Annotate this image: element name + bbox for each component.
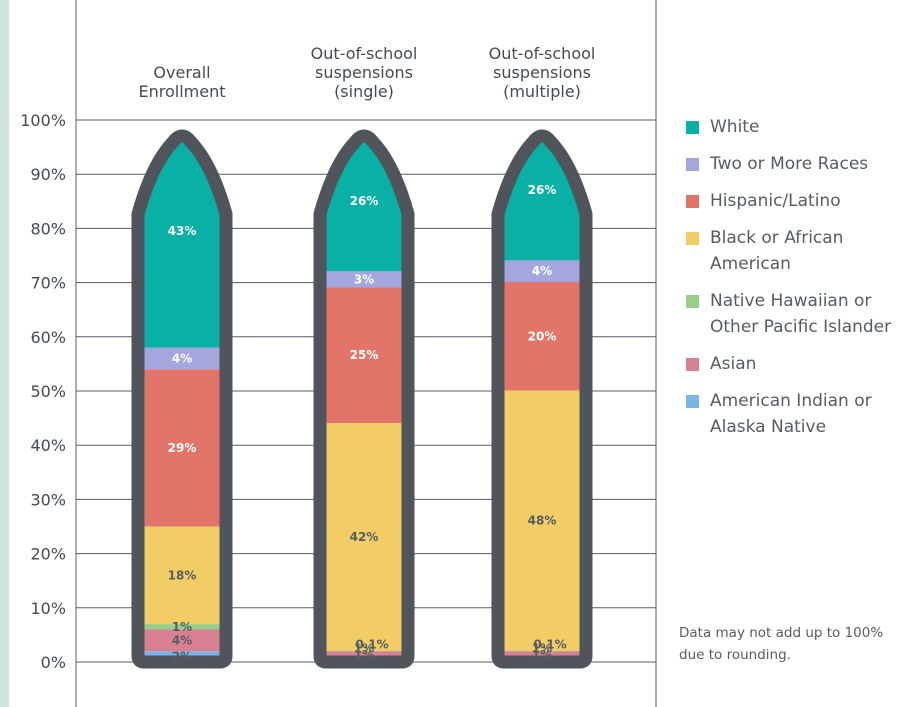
bar-segment-black-or-african-american [498, 390, 586, 651]
bar-segment-asian [138, 629, 226, 652]
legend: White Two or More Races Hispanic/Latino … [686, 114, 901, 451]
category-label: Enrollment [139, 82, 226, 101]
bar-segment-two-or-more-races [320, 271, 408, 288]
data-label-american-indian-or-alaska-native: 2% [172, 650, 192, 664]
legend-label-white: White [710, 117, 760, 137]
y-tick-label: 80% [30, 219, 66, 238]
rounding-note: Data may not add up to 100% due to round… [679, 625, 884, 663]
y-tick-label: 50% [30, 382, 66, 401]
data-label-two-or-more-races: 4% [172, 351, 192, 365]
y-tick-label: 60% [30, 328, 66, 347]
data-label-american-indian-or-alaska-native: 1% [532, 648, 552, 662]
data-label-black-or-african-american: 48% [528, 514, 557, 528]
bar-segments [320, 136, 408, 662]
data-label-hispanic-latino: 20% [528, 329, 557, 343]
legend-swatch-american-indian [686, 395, 699, 408]
bar-segment-two-or-more-races [498, 260, 586, 283]
legend-label-black-or-african-american: Black or African American [710, 228, 844, 274]
legend-item-asian: Asian [686, 351, 901, 377]
pencil-bars: 2%4%1%18%29%4%43%1%1%0.1%42%25%3%26%1%1%… [131, 129, 593, 669]
data-label-white: 43% [168, 224, 197, 238]
bar-segment-black-or-african-american [138, 526, 226, 625]
y-tick-label: 20% [30, 545, 66, 564]
y-tick-label: 40% [30, 436, 66, 455]
bar-segments [138, 136, 226, 662]
data-label-native-hawaiian-or-other-pacific-islander: 0.1% [355, 638, 388, 652]
bar-segment-asian [498, 651, 586, 657]
data-label-asian: 4% [172, 633, 192, 647]
bar-segment-native-hawaiian-or-other-pacific-islander [138, 624, 226, 630]
category-label: Out-of-school [311, 44, 418, 63]
legend-swatch-asian [686, 358, 699, 371]
bar-segment-native-hawaiian-or-other-pacific-islander [320, 650, 408, 652]
legend-item-native-hawaiian: Native Hawaiian or Other Pacific Islande… [686, 288, 901, 340]
data-label-two-or-more-races: 4% [532, 264, 552, 278]
legend-label-hispanic-latino: Hispanic/Latino [710, 191, 841, 211]
pencil-bar-2: 1%1%0.1% 42% 25% 3% 26% [313, 129, 415, 669]
category-label: suspensions [315, 63, 413, 82]
legend-item-hispanic-latino: Hispanic/Latino [686, 188, 901, 214]
pencil-outline [491, 129, 593, 669]
legend-swatch-white [686, 121, 699, 134]
legend-swatch-hispanic-latino [686, 195, 699, 208]
bar-segment-asian [320, 651, 408, 657]
y-tick-label: 10% [30, 599, 66, 618]
bar-segment-hispanic-latino [320, 287, 408, 423]
pencil-bar-3: 1%1%0.1% 48% 20% 4% 26% [491, 129, 593, 669]
category-label: (single) [334, 82, 394, 101]
data-label-hispanic-latino: 29% [168, 441, 197, 455]
category-label: suspensions [493, 63, 591, 82]
category-label: Overall [153, 63, 210, 82]
bar-segment-black-or-african-american [320, 422, 408, 651]
legend-item-black-or-african-american: Black or African American [686, 225, 901, 277]
y-tick-label: 100% [20, 111, 66, 130]
data-label-native-hawaiian-or-other-pacific-islander: 0.1% [533, 638, 566, 652]
data-label-white: 26% [350, 194, 379, 208]
y-tick-label: 30% [30, 490, 66, 509]
legend-label-native-hawaiian: Native Hawaiian or Other Pacific Islande… [710, 291, 892, 337]
legend-swatch-two-or-more-races [686, 158, 699, 171]
pencil-bar-1: 2%4%1%18%29%4%43% [131, 129, 233, 669]
bar-segment-hispanic-latino [138, 369, 226, 527]
category-label: Out-of-school [489, 44, 596, 63]
data-label-white: 26% [528, 183, 557, 197]
data-label-asian: 1% [354, 642, 374, 656]
data-label-native-hawaiian-or-other-pacific-islander: 1% [172, 620, 192, 634]
legend-label-two-or-more-races: Two or More Races [710, 154, 869, 174]
y-tick-label: 0% [41, 653, 66, 672]
bar-segment-two-or-more-races [138, 347, 226, 370]
legend-item-two-or-more-races: Two or More Races [686, 151, 901, 177]
data-label-american-indian-or-alaska-native: 1% [354, 648, 374, 662]
pencil-outline [131, 129, 233, 669]
data-label-asian: 1% [532, 642, 552, 656]
y-axis-ticks: 0% 10% 20% 30% 40% 50% 60% 70% 80% 90% 100% [20, 111, 66, 672]
y-tick-label: 70% [30, 274, 66, 293]
data-label-black-or-african-american: 18% [168, 568, 197, 582]
legend-swatch-black-or-african-american [686, 232, 699, 245]
side-strip [0, 0, 9, 707]
pencil-outline [313, 129, 415, 669]
y-tick-label: 90% [30, 165, 66, 184]
legend-label-american-indian: American Indian or Alaska Native [710, 391, 872, 437]
data-label-hispanic-latino: 25% [350, 348, 379, 362]
legend-swatch-native-hawaiian [686, 295, 699, 308]
legend-item-white: White [686, 114, 901, 140]
category-label: (multiple) [503, 82, 581, 101]
bar-segments [498, 136, 586, 662]
category-labels: OverallEnrollmentOut-of-schoolsuspension… [139, 44, 596, 101]
legend-item-american-indian: American Indian or Alaska Native [686, 388, 901, 440]
data-label-two-or-more-races: 3% [354, 272, 374, 286]
data-label-black-or-african-american: 42% [350, 530, 379, 544]
legend-label-asian: Asian [710, 354, 757, 374]
bar-segment-native-hawaiian-or-other-pacific-islander [498, 650, 586, 652]
bar-segment-hispanic-latino [498, 282, 586, 391]
